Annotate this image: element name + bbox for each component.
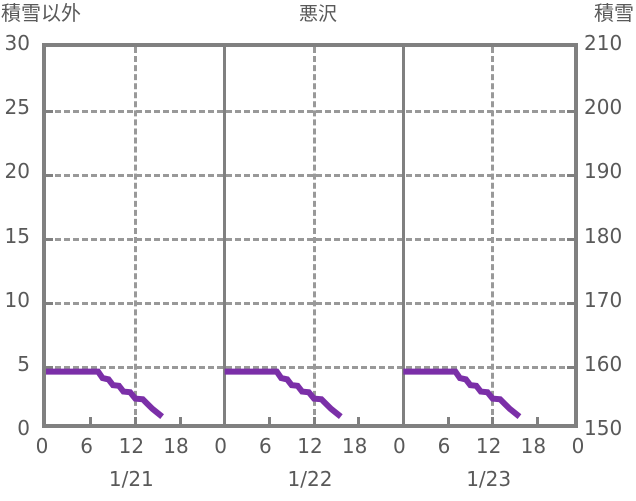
x-tick	[178, 417, 182, 424]
x-tick	[312, 417, 316, 424]
y-tick-right	[567, 302, 574, 306]
plot-inner	[46, 47, 574, 424]
x-axis-tick-label: 18	[520, 434, 547, 458]
x-tick	[89, 417, 93, 424]
gridline-horizontal	[46, 173, 574, 177]
x-axis-tick-label: 0	[214, 434, 228, 458]
left-axis-title: 積雪以外	[1, 1, 81, 25]
x-tick	[133, 417, 137, 424]
gridline-horizontal	[46, 238, 574, 241]
chart-title: 悪沢	[298, 3, 337, 25]
y-tick-left	[46, 302, 53, 306]
x-tick	[267, 417, 271, 424]
y-axis-left-tick-label: 25	[4, 95, 30, 120]
y-axis-right-tick-label: 200	[584, 95, 623, 120]
day-label: 1/22	[287, 467, 333, 491]
x-tick	[357, 417, 361, 424]
y-tick-left	[46, 238, 53, 241]
y-tick-right	[567, 366, 574, 370]
y-axis-left-tick-label: 20	[4, 159, 30, 184]
y-tick-right	[567, 238, 574, 241]
y-axis-left-tick-label: 5	[17, 351, 30, 376]
x-axis-tick-label: 18	[341, 434, 368, 458]
y-axis-right-tick-label: 190	[584, 159, 623, 184]
x-tick	[535, 417, 539, 424]
y-axis-right-tick-label: 180	[584, 223, 623, 248]
right-axis-title: 積雪	[594, 1, 634, 25]
series-line	[46, 368, 164, 419]
series-line	[224, 368, 343, 419]
x-axis-tick-label: 12	[297, 434, 323, 458]
x-tick	[401, 417, 405, 424]
y-tick-left	[46, 366, 53, 370]
y-axis-left-tick-label: 30	[4, 31, 30, 55]
x-axis-tick-label: 18	[163, 434, 189, 458]
x-axis-tick-label: 0	[35, 434, 49, 458]
x-axis-tick-label: 0	[392, 434, 406, 458]
x-axis-tick-label: 0	[571, 434, 585, 458]
x-axis-tick-label: 6	[437, 434, 451, 458]
x-axis-tick-label: 6	[258, 434, 272, 458]
series-line	[403, 368, 522, 419]
y-axis-right-tick-label: 150	[584, 416, 623, 440]
gridline-vertical	[491, 47, 495, 424]
plot-area	[42, 43, 578, 428]
y-axis-right-tick-label: 160	[584, 351, 623, 376]
x-tick	[446, 417, 450, 424]
x-axis-tick-label: 12	[475, 434, 502, 458]
gridline-vertical	[133, 47, 137, 424]
y-axis-left-tick-label: 0	[17, 416, 30, 440]
x-tick	[491, 417, 495, 424]
x-tick	[223, 417, 227, 424]
y-axis-left-tick-label: 10	[4, 287, 30, 312]
gridline-horizontal	[46, 302, 574, 306]
x-axis-tick-label: 6	[80, 434, 94, 458]
day-label: 1/23	[466, 467, 512, 491]
x-axis-tick-label: 12	[118, 434, 145, 458]
day-boundary-line	[223, 47, 227, 424]
y-tick-left	[46, 109, 53, 113]
y-axis-right-tick-label: 210	[584, 31, 623, 55]
y-axis-left-tick-label: 15	[4, 223, 30, 248]
day-label: 1/21	[108, 467, 154, 491]
y-tick-right	[567, 173, 574, 177]
y-axis-right-tick-label: 170	[584, 287, 623, 312]
y-tick-right	[567, 109, 574, 113]
y-tick-left	[46, 173, 53, 177]
day-boundary-line	[401, 47, 405, 424]
gridline-horizontal	[46, 109, 574, 113]
gridline-horizontal	[46, 366, 574, 370]
gridline-vertical	[312, 47, 316, 424]
